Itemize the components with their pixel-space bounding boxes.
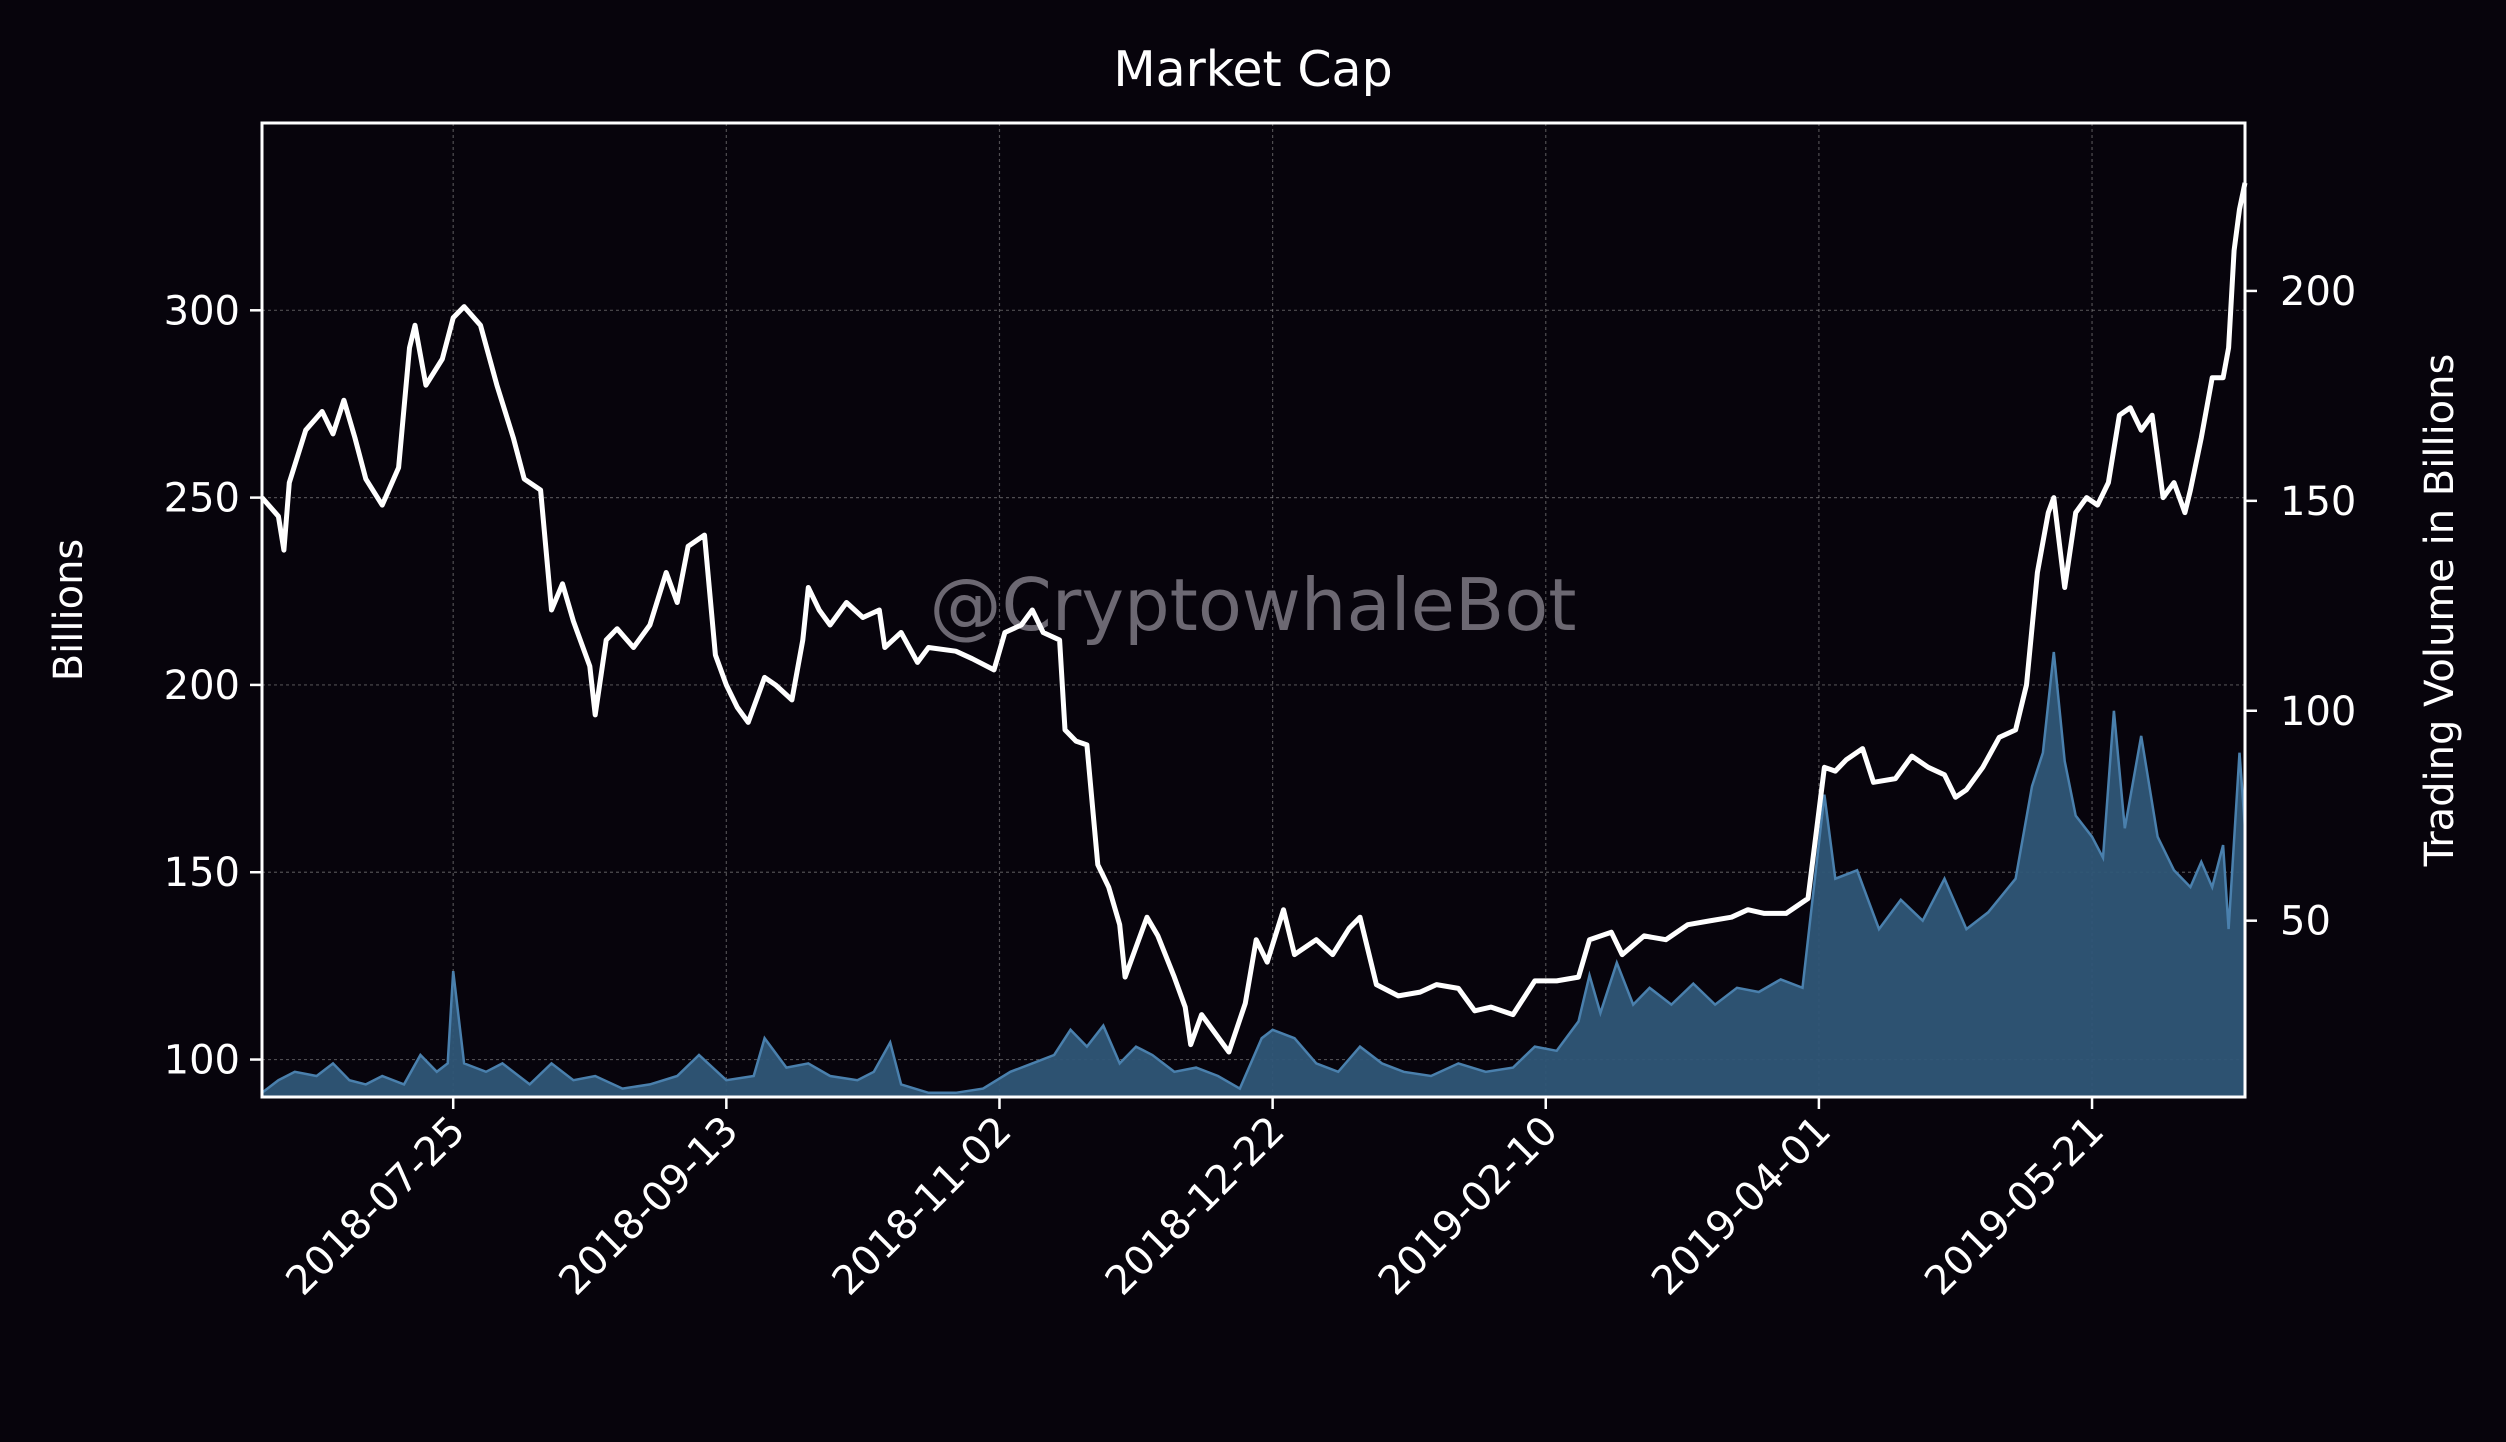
right-tick-label: 100 (2280, 689, 2356, 735)
left-tick-label: 150 (164, 850, 240, 896)
left-tick-label: 200 (164, 663, 240, 709)
left-axis-label: Billions (46, 539, 92, 682)
market-cap-series (260, 182, 2248, 1055)
right-tick-label: 50 (2280, 899, 2331, 945)
left-tick-label: 100 (164, 1038, 240, 1084)
watermark: @CryptowhaleBot (929, 563, 1576, 647)
left-tick-label: 250 (164, 476, 240, 522)
market-cap-line (260, 182, 2248, 1055)
right-tick-label: 150 (2280, 479, 2356, 525)
left-axis: 100 150 200 250 300 (164, 288, 262, 1084)
chart-title: Market Cap (1113, 41, 1392, 98)
left-tick-label: 300 (164, 288, 240, 334)
right-axis: 50 100 150 200 (2245, 269, 2356, 945)
volume-line (261, 651, 2247, 1095)
plot-frame (260, 121, 2247, 1099)
volume-series (261, 651, 2247, 1097)
right-axis-label: Trading Volume in Billions (2417, 354, 2463, 868)
right-tick-label: 200 (2280, 269, 2356, 315)
